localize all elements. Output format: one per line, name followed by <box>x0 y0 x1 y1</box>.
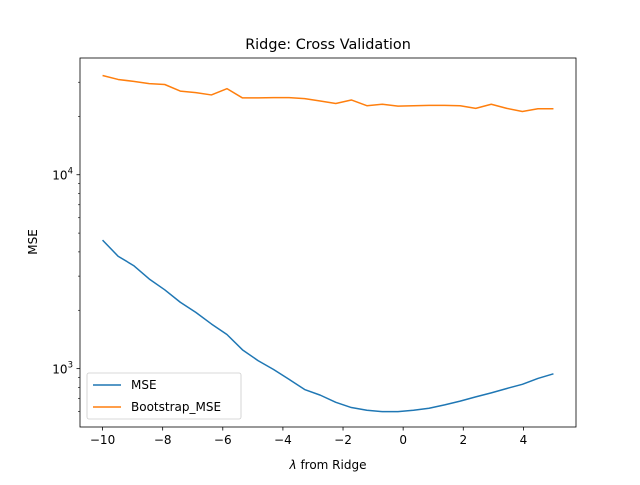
legend-label-bootstrap-mse: Bootstrap_MSE <box>131 400 221 414</box>
x-axis-label-text: from Ridge <box>297 458 367 472</box>
series-line-mse <box>102 239 554 413</box>
x-tick-label: 0 <box>399 433 407 447</box>
x-tick-label: 4 <box>520 433 528 447</box>
x-tick-label: −8 <box>154 433 172 447</box>
y-tick-label-exponent: 3 <box>68 361 73 371</box>
x-tick-label: −4 <box>274 433 292 447</box>
y-axis-label: MSE <box>26 229 40 255</box>
x-tick-label: 2 <box>459 433 467 447</box>
x-tick-label: −10 <box>90 433 115 447</box>
y-tick-label-exponent: 4 <box>68 167 73 177</box>
x-axis-label-symbol: λ <box>289 458 297 472</box>
axes-frame <box>79 57 577 428</box>
x-tick-label: −6 <box>214 433 232 447</box>
series-line-bootstrap-mse <box>102 74 554 113</box>
legend-box <box>86 372 242 420</box>
y-tick-label-base: 10 <box>52 363 67 377</box>
x-axis-label: λ from Ridge <box>289 458 367 472</box>
y-tick-label: 104 <box>52 167 73 183</box>
y-tick-label: 103 <box>52 361 73 377</box>
y-tick-label-base: 10 <box>52 169 67 183</box>
legend: MSE Bootstrap_MSE <box>86 372 242 420</box>
x-tick-label: −2 <box>334 433 352 447</box>
chart-title: Ridge: Cross Validation <box>245 37 411 53</box>
legend-label-mse: MSE <box>131 378 157 392</box>
